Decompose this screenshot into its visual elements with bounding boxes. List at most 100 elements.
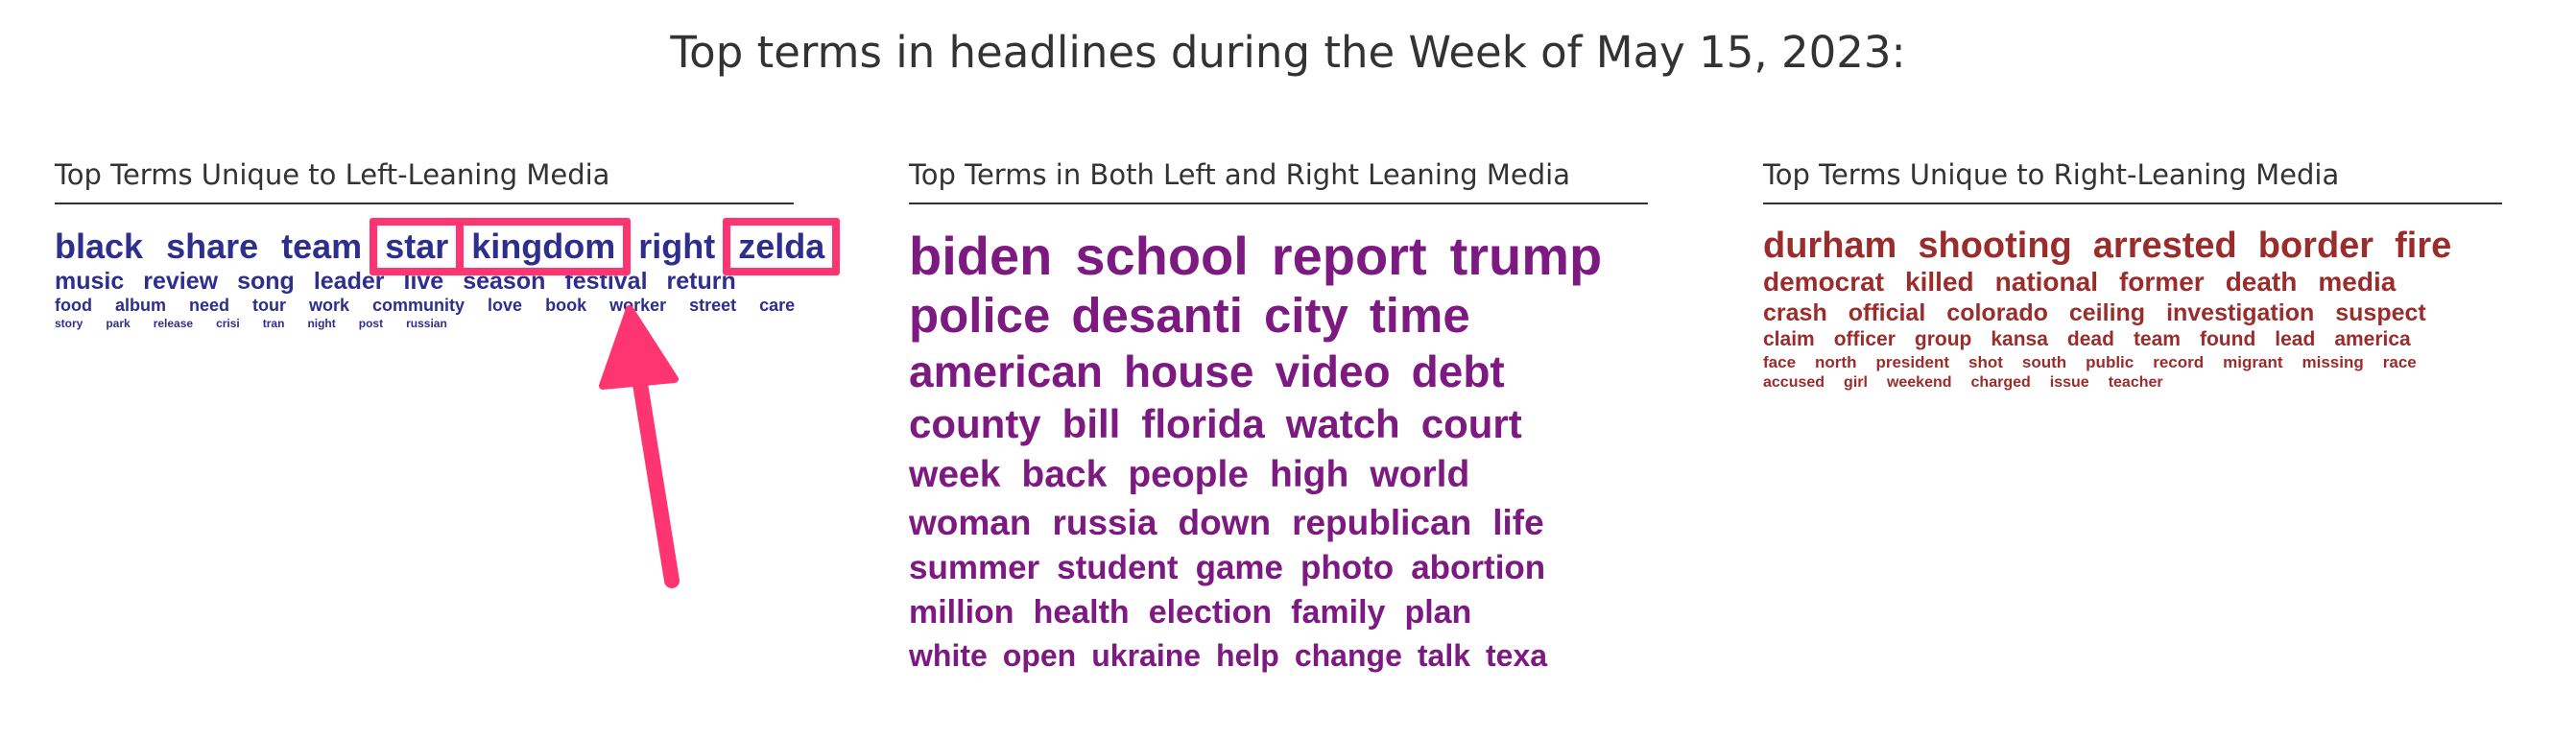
term-officer: officer (1833, 328, 1896, 350)
term-ukraine: ukraine (1091, 638, 1202, 673)
term-police: police (909, 288, 1051, 343)
term-food: food (55, 296, 92, 315)
both-word-cloud: biden school report trump police desanti city t… (909, 226, 1648, 677)
term-crisi: crisi (216, 317, 240, 330)
left-panel-title: Top Terms Unique to Left-Leaning Media (55, 158, 794, 204)
term-claim: claim (1763, 328, 1815, 350)
term-song: song (237, 268, 295, 295)
term-accused: accused (1763, 374, 1825, 391)
term-love: love (488, 296, 523, 315)
term-house: house (1124, 346, 1254, 396)
term-post: post (358, 317, 384, 330)
term-texa: texa (1486, 638, 1548, 673)
left-cloud-row: food album need tour work community love book wo… (55, 295, 796, 316)
term-durham: durham (1763, 226, 1897, 266)
term-election: election (1148, 594, 1273, 631)
term-record: record (2153, 353, 2205, 371)
both-media-panel: Top Terms in Both Left and Right Leaning… (909, 158, 1648, 677)
term-former: former (2118, 267, 2205, 297)
term-summer: summer (909, 549, 1040, 586)
term-charged: charged (1970, 374, 2031, 391)
term-community: community (372, 296, 465, 315)
both-cloud-row: biden school report trump (909, 226, 1648, 287)
term-plan: plan (1404, 594, 1472, 631)
term-trump: trump (1449, 226, 1603, 286)
term-north: north (1815, 353, 1857, 371)
term-face: face (1763, 353, 1797, 371)
term-american: american (909, 346, 1104, 396)
term-worker: worker (609, 296, 667, 315)
left-word-cloud: black share team star kingdom right zelda music… (55, 218, 840, 331)
term-debt: debt (1411, 346, 1505, 396)
term-black: black (55, 226, 144, 266)
term-back: back (1021, 454, 1108, 495)
term-shooting: shooting (1918, 226, 2072, 266)
term-right: right (638, 226, 716, 266)
term-group: group (1914, 328, 1972, 350)
term-million: million (909, 594, 1014, 631)
term-national: national (1994, 267, 2098, 297)
left-cloud-row: story park release crisi tran night post russia… (55, 316, 794, 331)
term-biden: biden (909, 226, 1053, 286)
term-watch: watch (1285, 401, 1400, 446)
term-change: change (1294, 638, 1402, 673)
term-park: park (106, 317, 131, 330)
term-democrat: democrat (1763, 267, 1885, 297)
term-crash: crash (1763, 299, 1827, 326)
term-school: school (1075, 226, 1249, 286)
term-lead: lead (2275, 328, 2316, 350)
highlight-box-kingdom (456, 218, 631, 275)
term-issue: issue (2049, 374, 2089, 391)
left-cloud-row: black share team star kingdom right zelda (55, 226, 824, 268)
term-people: people (1128, 454, 1249, 495)
term-video: video (1275, 346, 1391, 396)
page-title: Top terms in headlines during the Week o… (670, 27, 1906, 78)
term-game: game (1195, 549, 1283, 586)
both-cloud-row: white open ukraine help change talk texa (909, 634, 1648, 677)
right-cloud-row: claim officer group kansa dead team found lead a… (1763, 327, 2502, 352)
term-street: street (689, 296, 737, 315)
term-down: down (1178, 503, 1272, 542)
term-report: report (1271, 226, 1427, 286)
highlight-box-star (370, 218, 464, 275)
term-white: white (909, 638, 988, 673)
term-week: week (909, 454, 1001, 495)
term-america: america (2334, 328, 2411, 350)
term-republican: republican (1292, 503, 1472, 542)
right-cloud-row: crash official colorado ceiling investigatio… (1763, 298, 2502, 327)
term-arrested: arrested (2092, 226, 2237, 266)
right-word-cloud: durham shooting arrested border fire democrat… (1763, 226, 2502, 393)
term-help: help (1216, 638, 1279, 673)
term-death: death (2225, 267, 2298, 297)
both-cloud-row: woman russia down republican life (909, 500, 1648, 546)
term-weekend: weekend (1886, 374, 1952, 391)
term-life: life (1492, 503, 1544, 542)
term-review: review (143, 268, 219, 295)
term-shot: shot (1968, 353, 2003, 371)
term-dead: dead (2066, 328, 2114, 350)
term-need: need (189, 296, 230, 315)
term-team: team (2133, 328, 2181, 350)
term-zelda: zelda (738, 226, 825, 266)
term-album: album (114, 296, 166, 315)
both-cloud-row: county bill florida watch court (909, 398, 1648, 450)
both-cloud-row: police desanti city time (909, 287, 1648, 345)
term-care: care (759, 296, 796, 315)
term-story: story (55, 317, 83, 330)
term-work: work (309, 296, 350, 315)
term-missing: missing (2302, 353, 2364, 371)
term-county: county (909, 401, 1041, 446)
term-teacher: teacher (2108, 374, 2163, 391)
term-media: media (2318, 267, 2397, 297)
term-court: court (1420, 401, 1522, 446)
term-south: south (2021, 353, 2067, 371)
term-race: race (2382, 353, 2417, 371)
term-kingdom: kingdom (471, 226, 616, 266)
term-night: night (307, 317, 336, 330)
term-border: border (2257, 226, 2374, 266)
term-time: time (1369, 288, 1470, 343)
term-official: official (1848, 299, 1926, 326)
right-cloud-row: accused girl weekend charged issue teacher (1763, 373, 2502, 393)
term-share: share (166, 226, 259, 266)
term-found: found (2199, 328, 2256, 350)
